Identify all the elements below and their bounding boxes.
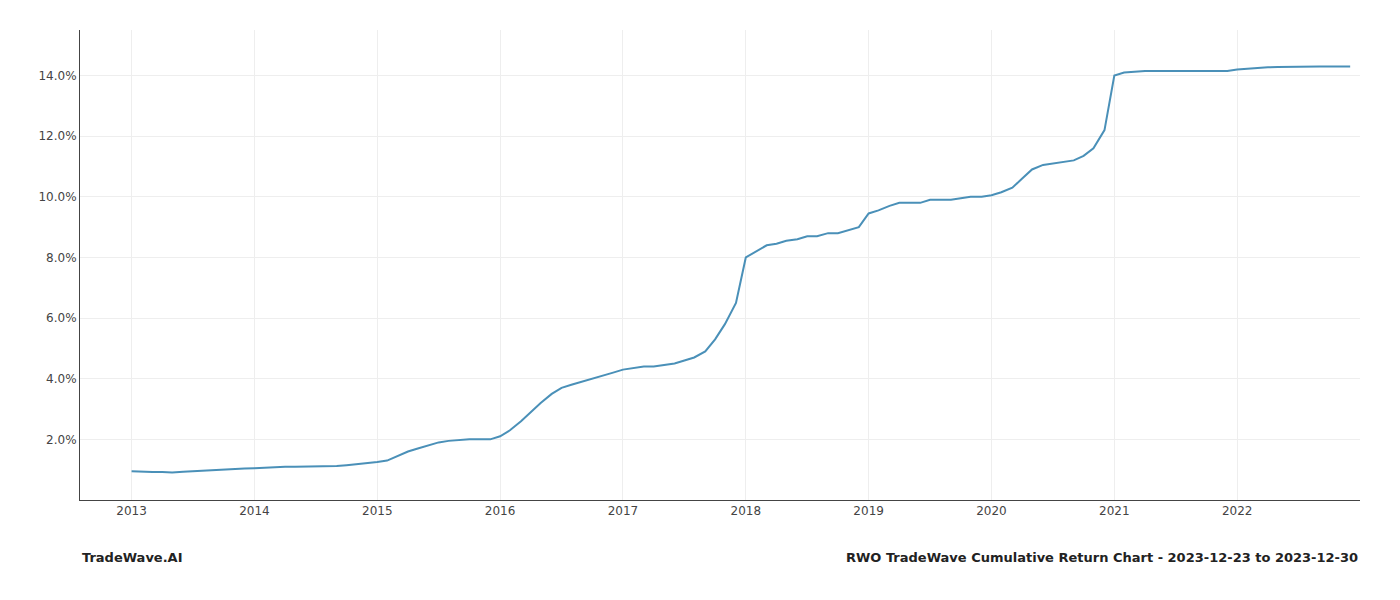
- svg-text:2017: 2017: [608, 504, 639, 518]
- svg-text:2016: 2016: [485, 504, 516, 518]
- svg-text:12.0%: 12.0%: [38, 129, 76, 143]
- svg-text:14.0%: 14.0%: [38, 69, 76, 83]
- svg-text:2018: 2018: [731, 504, 762, 518]
- svg-text:2022: 2022: [1222, 504, 1253, 518]
- svg-text:2.0%: 2.0%: [46, 433, 77, 447]
- svg-text:2014: 2014: [239, 504, 270, 518]
- svg-text:2019: 2019: [853, 504, 884, 518]
- svg-text:2013: 2013: [116, 504, 147, 518]
- svg-text:RWO TradeWave Cumulative Retur: RWO TradeWave Cumulative Return Chart - …: [846, 550, 1358, 565]
- svg-text:TradeWave.AI: TradeWave.AI: [82, 550, 183, 565]
- svg-text:2020: 2020: [976, 504, 1007, 518]
- svg-text:8.0%: 8.0%: [46, 251, 77, 265]
- svg-text:4.0%: 4.0%: [46, 372, 77, 386]
- svg-text:2021: 2021: [1099, 504, 1130, 518]
- svg-text:10.0%: 10.0%: [38, 190, 76, 204]
- svg-text:6.0%: 6.0%: [46, 311, 77, 325]
- svg-text:2015: 2015: [362, 504, 393, 518]
